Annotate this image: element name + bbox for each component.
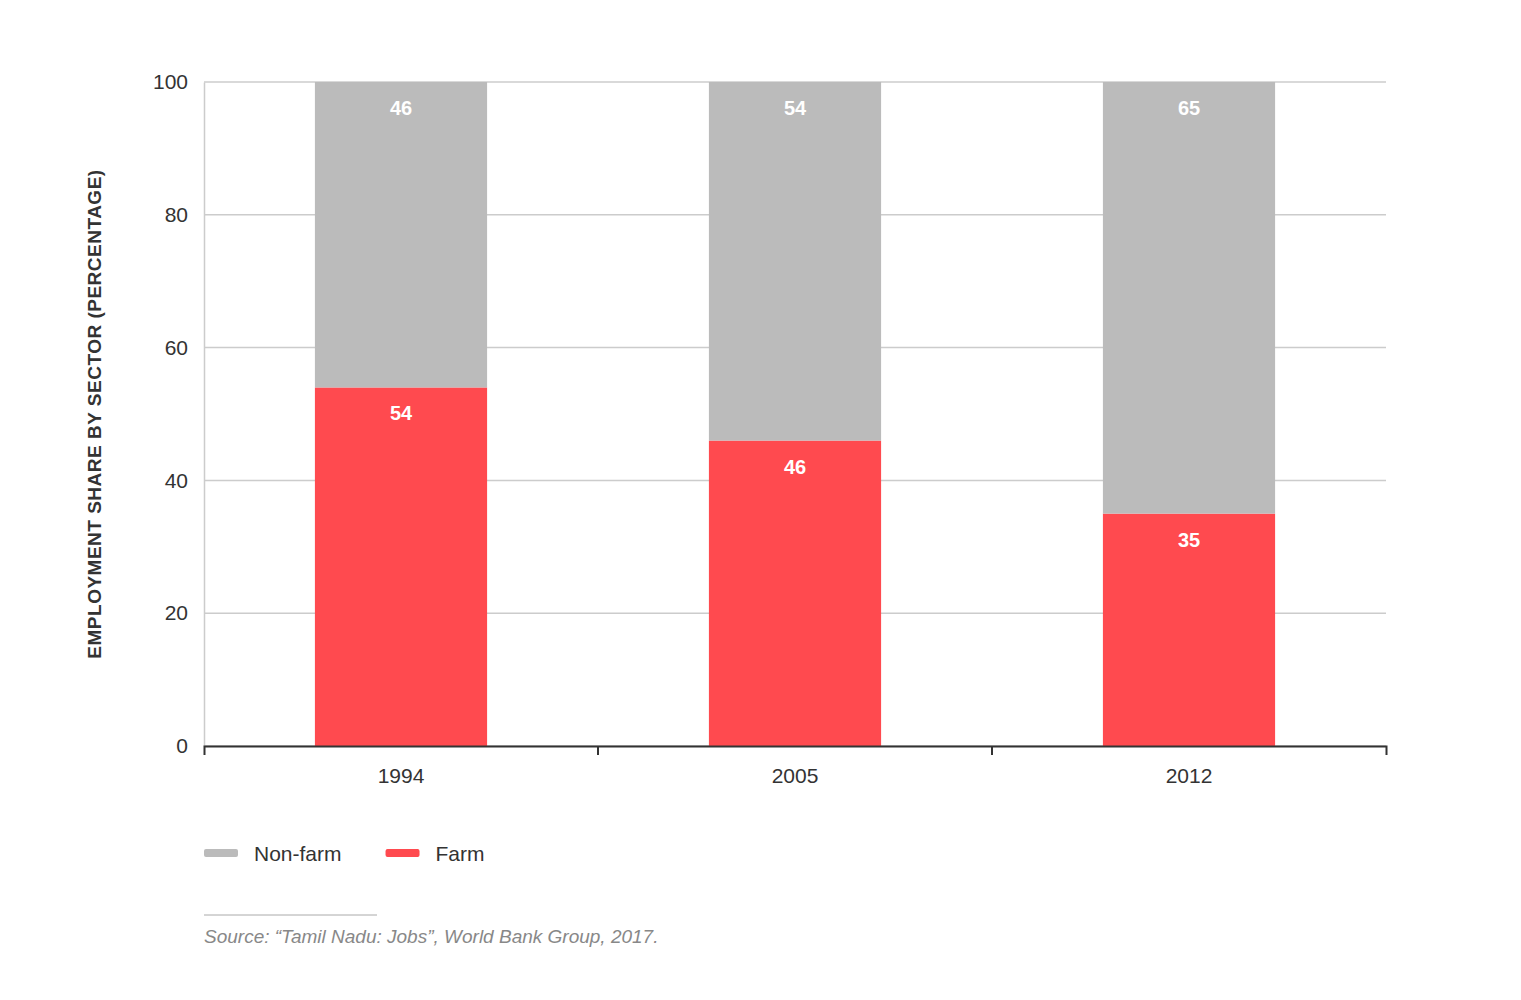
x-separator-tick — [597, 746, 599, 755]
y-tick-label: 60 — [165, 336, 188, 359]
y-tick: 40 — [165, 469, 204, 492]
x-axis-line — [205, 747, 1387, 756]
bar-segment — [709, 82, 881, 441]
y-tick-label: 20 — [165, 601, 188, 624]
x-tick-label: 2005 — [772, 764, 819, 787]
x-axis: 1994 2005 2012 — [205, 746, 1387, 787]
data-label: 65 — [1178, 97, 1200, 119]
y-tick: 80 — [165, 203, 204, 226]
chart: 0 20 40 60 80 100 EMPLOYMENT SHARE BY SECTOR (… — [0, 0, 1521, 1000]
source-rule — [204, 915, 377, 916]
legend-label: Non-farm — [254, 842, 342, 865]
x-tick-label: 1994 — [378, 764, 425, 787]
data-label: 54 — [390, 402, 413, 424]
bars — [315, 82, 1275, 746]
data-label: 35 — [1178, 529, 1200, 551]
x-tick: 1994 — [378, 746, 425, 787]
y-axis-line — [204, 83, 206, 747]
x-separator-tick — [991, 746, 993, 755]
data-label: 54 — [784, 97, 807, 119]
legend-label: Farm — [436, 842, 485, 865]
source: Source: “Tamil Nadu: Jobs”, World Bank G… — [204, 926, 658, 947]
data-label: 46 — [784, 456, 806, 478]
y-axis-title: EMPLOYMENT SHARE BY SECTOR (PERCENTAGE) — [84, 169, 105, 658]
bar-segment — [315, 82, 487, 387]
y-tick: 100 — [153, 70, 204, 93]
legend: Non-farm Farm — [204, 842, 485, 865]
x-tick-label: 2012 — [1166, 764, 1213, 787]
y-tick-label: 80 — [165, 203, 188, 226]
x-tick: 2012 — [1166, 746, 1213, 787]
y-tick: 0 — [176, 734, 204, 757]
legend-item: Non-farm — [204, 842, 342, 865]
bar-segment — [315, 387, 487, 746]
y-tick-label: 100 — [153, 70, 188, 93]
x-tick: 2005 — [772, 746, 819, 787]
bar-segment — [1103, 514, 1275, 746]
y-tick: 20 — [165, 601, 204, 624]
grid — [204, 82, 1386, 746]
legend-swatch — [204, 849, 238, 857]
data-label: 46 — [390, 97, 412, 119]
bar-segment — [1103, 82, 1275, 514]
y-tick-label: 0 — [176, 734, 188, 757]
bar-segment — [709, 441, 881, 746]
legend-swatch — [386, 849, 420, 857]
y-axis: 0 20 40 60 80 100 — [153, 70, 205, 757]
y-tick: 60 — [165, 336, 204, 359]
y-tick-label: 40 — [165, 469, 188, 492]
legend-item: Farm — [386, 842, 485, 865]
data-labels: 54 46 35 46 54 65 — [390, 97, 1200, 551]
